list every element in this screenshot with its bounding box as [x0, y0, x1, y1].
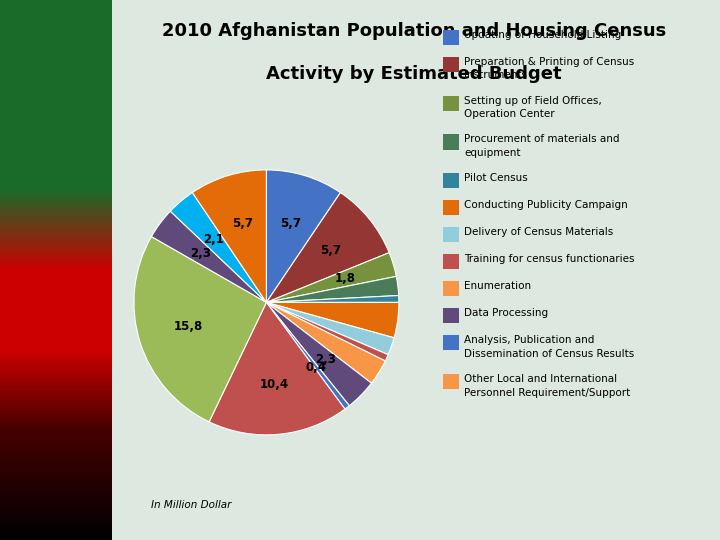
Text: 5,7: 5,7	[320, 244, 341, 257]
Text: equipment: equipment	[464, 148, 521, 158]
Text: 15,8: 15,8	[174, 320, 202, 333]
Text: In Million Dollar: In Million Dollar	[151, 500, 232, 510]
Text: 2,3: 2,3	[315, 353, 336, 366]
Text: Other Local and International: Other Local and International	[464, 374, 618, 384]
Wedge shape	[266, 302, 349, 409]
Text: 2,3: 2,3	[190, 247, 211, 260]
Text: 2010 Afghanistan Population and Housing Census: 2010 Afghanistan Population and Housing …	[162, 22, 666, 39]
Wedge shape	[266, 276, 399, 302]
Text: Conducting Publicity Campaign: Conducting Publicity Campaign	[464, 200, 628, 211]
Text: Procurement of materials and: Procurement of materials and	[464, 134, 620, 145]
Wedge shape	[266, 253, 396, 302]
Text: Dissemination of Census Results: Dissemination of Census Results	[464, 349, 634, 359]
Text: Enumeration: Enumeration	[464, 281, 531, 292]
Text: Pilot Census: Pilot Census	[464, 173, 528, 184]
Text: Updating of Household Listing: Updating of Household Listing	[464, 30, 621, 40]
Text: Preparation & Printing of Census: Preparation & Printing of Census	[464, 57, 634, 67]
Wedge shape	[266, 170, 341, 302]
Text: Data Processing: Data Processing	[464, 308, 549, 319]
Wedge shape	[192, 170, 266, 302]
Wedge shape	[151, 211, 266, 302]
Text: Delivery of Census Materials: Delivery of Census Materials	[464, 227, 613, 238]
Wedge shape	[171, 193, 266, 302]
Wedge shape	[209, 302, 345, 435]
Text: 5,7: 5,7	[232, 217, 253, 231]
Text: Operation Center: Operation Center	[464, 109, 555, 119]
Wedge shape	[266, 302, 399, 338]
Text: Instruments: Instruments	[464, 70, 528, 80]
Text: 2,1: 2,1	[203, 233, 224, 246]
Wedge shape	[266, 302, 388, 361]
Text: Training for census functionaries: Training for census functionaries	[464, 254, 635, 265]
Text: 5,7: 5,7	[280, 217, 301, 231]
Wedge shape	[266, 193, 390, 302]
Text: 0,4: 0,4	[306, 361, 327, 374]
Wedge shape	[266, 302, 372, 406]
Text: 10,4: 10,4	[259, 377, 289, 390]
Text: 1,8: 1,8	[335, 272, 356, 285]
Text: Personnel Requirement/Support: Personnel Requirement/Support	[464, 388, 631, 398]
Wedge shape	[134, 237, 266, 422]
Text: Activity by Estimated Budget: Activity by Estimated Budget	[266, 65, 562, 83]
Text: Analysis, Publication and: Analysis, Publication and	[464, 335, 595, 346]
Text: Setting up of Field Offices,: Setting up of Field Offices,	[464, 96, 602, 106]
Wedge shape	[266, 302, 385, 383]
Wedge shape	[266, 295, 399, 302]
Wedge shape	[266, 302, 394, 355]
